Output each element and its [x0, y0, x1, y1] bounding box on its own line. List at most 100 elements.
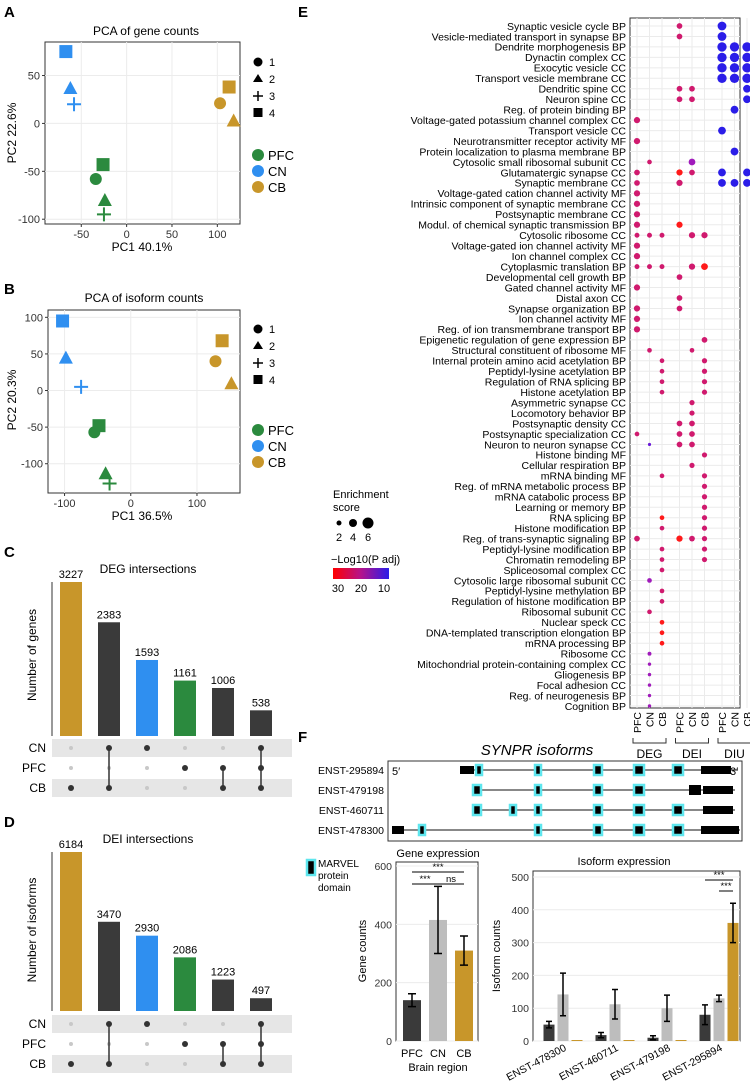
term-label: Synapse organization BP: [508, 303, 626, 315]
term-label: Internal protein amino acid acetylation …: [432, 356, 626, 368]
bar-cb: [727, 922, 739, 1041]
point-cb-1: [209, 355, 222, 368]
y-tick-label: 400: [511, 905, 529, 917]
intersection-matrix: [52, 1015, 292, 1073]
term-label: Peptidyl-lysine methylation BP: [485, 586, 626, 598]
term-label: Regulation of RNA splicing BP: [485, 376, 626, 388]
enrichment-dot: [743, 179, 750, 187]
enrichment-dot: [633, 117, 641, 124]
enrichment-dot: [634, 264, 640, 270]
enrichment-dot: [701, 232, 708, 239]
grid: [48, 310, 240, 493]
group-label: DIU: [724, 747, 745, 761]
bar-value-label: 3470: [97, 909, 121, 921]
term-label: Neurotransmitter receptor activity MF: [453, 136, 626, 148]
x-axis-label: PC1 40.1%: [112, 240, 173, 254]
significance-label: ***: [419, 874, 430, 885]
x-tick-label: 0: [124, 229, 130, 241]
enrichment-dot: [742, 52, 750, 63]
enrichment-dot: [647, 442, 652, 447]
chart-title: DEI intersections: [103, 832, 194, 846]
enrichment-dot: [689, 169, 695, 176]
bar-pfc: [699, 1014, 711, 1041]
y-tick-label: -50: [27, 422, 43, 434]
enrichment-dot: [717, 42, 727, 52]
enrichment-legend: Enrichment score 2 4 6 −Log10(P adj) 30 …: [331, 489, 400, 595]
region-legend: PFC CN CB: [252, 423, 294, 470]
enrichment-dot: [676, 431, 683, 437]
enrichment-dot: [633, 305, 641, 312]
enrichment-dot: [717, 52, 727, 63]
bar-value-label: 497: [252, 985, 270, 997]
enrichment-dot: [659, 232, 665, 238]
error-bar: [730, 902, 736, 944]
legend-color-label-30: 30: [332, 583, 344, 595]
enrichment-dot: [717, 32, 727, 41]
enrichment-dot: [634, 180, 640, 186]
enrichment-dot: [742, 42, 750, 52]
matrix-dot-inactive: [183, 1022, 187, 1026]
exon-marvel: [533, 763, 543, 777]
term-label: Histone binding MF: [536, 450, 626, 462]
enrichment-dot: [676, 305, 683, 312]
enrichment-dot: [676, 33, 683, 40]
y-tick-label: 50: [28, 71, 40, 83]
enrichment-dot: [701, 358, 708, 364]
term-label: Focal adhesion CC: [537, 680, 627, 692]
plot-frame: [47, 309, 241, 494]
enrichment-dot: [701, 336, 708, 343]
term-label: Reg. of neurogenesis BP: [509, 690, 626, 702]
y-tick-label: 200: [374, 978, 392, 990]
enrichment-dot: [659, 640, 665, 646]
column-label: PFC: [717, 712, 729, 733]
enrichment-dot: [689, 420, 695, 427]
y-tick-label: 50: [31, 349, 43, 361]
enrichment-dot: [659, 630, 665, 636]
bar-value-label: 1006: [211, 675, 235, 687]
legend-size-dot-large: [362, 517, 374, 529]
error-bar: [664, 994, 670, 1023]
legend-cn-label: CN: [268, 164, 287, 179]
bar-value-label: 3227: [59, 569, 83, 581]
bar-cn: [713, 998, 725, 1041]
enrichment-dot: [633, 200, 641, 207]
marvel-label-2: protein: [318, 871, 349, 882]
bar-value-label: 1223: [211, 967, 235, 979]
error-bar: [560, 972, 566, 1017]
enrichment-dot: [633, 315, 641, 323]
matrix-dot-active: [182, 765, 188, 771]
exon-marvel: [592, 763, 604, 777]
point-cb-2: [224, 376, 239, 390]
legend-label-4: 4: [269, 375, 275, 387]
column-label: CB: [742, 712, 750, 727]
bar-value-label: 1161: [173, 668, 197, 680]
enrichment-dot: [659, 379, 665, 385]
x-axis-label: PC1 36.5%: [112, 509, 173, 523]
term-label: Chromatin remodeling BP: [506, 554, 626, 566]
enrichment-dot: [647, 609, 652, 615]
legend-plus-icon: [253, 358, 263, 368]
isoform-name-3: ENST-460711: [319, 805, 384, 817]
enrichment-dot: [743, 84, 750, 93]
exon-marvel: [474, 763, 484, 777]
point-cn-4: [56, 314, 70, 328]
group-labels: DEG DEI DIU: [632, 738, 750, 761]
exon-marvel: [632, 803, 646, 817]
matrix-dot-inactive: [145, 786, 149, 790]
bar-1: [98, 622, 120, 736]
term-label: Peptidyl-lysine modification BP: [482, 544, 626, 556]
term-label: Cytosolic ribosome CC: [519, 230, 626, 242]
point-pfc-2: [97, 193, 112, 207]
enrichment-dot: [659, 619, 665, 625]
term-label: Voltage-gated ion channel activity MF: [451, 240, 626, 252]
bars: 6184 3470 2930 2086 1223 497: [59, 839, 272, 1011]
matrix-dot-active: [68, 1061, 74, 1067]
three-prime-label: 3′: [730, 766, 738, 778]
data-points: [56, 314, 239, 491]
term-label: Epigenetic regulation of gene expression…: [419, 335, 626, 347]
enrichment-dot: [676, 179, 683, 187]
term-label: Postsynaptic membrane CC: [495, 209, 626, 221]
enrichment-dot: [659, 368, 665, 374]
enrichment-dot: [659, 567, 665, 573]
exon-marvel: [508, 803, 518, 817]
